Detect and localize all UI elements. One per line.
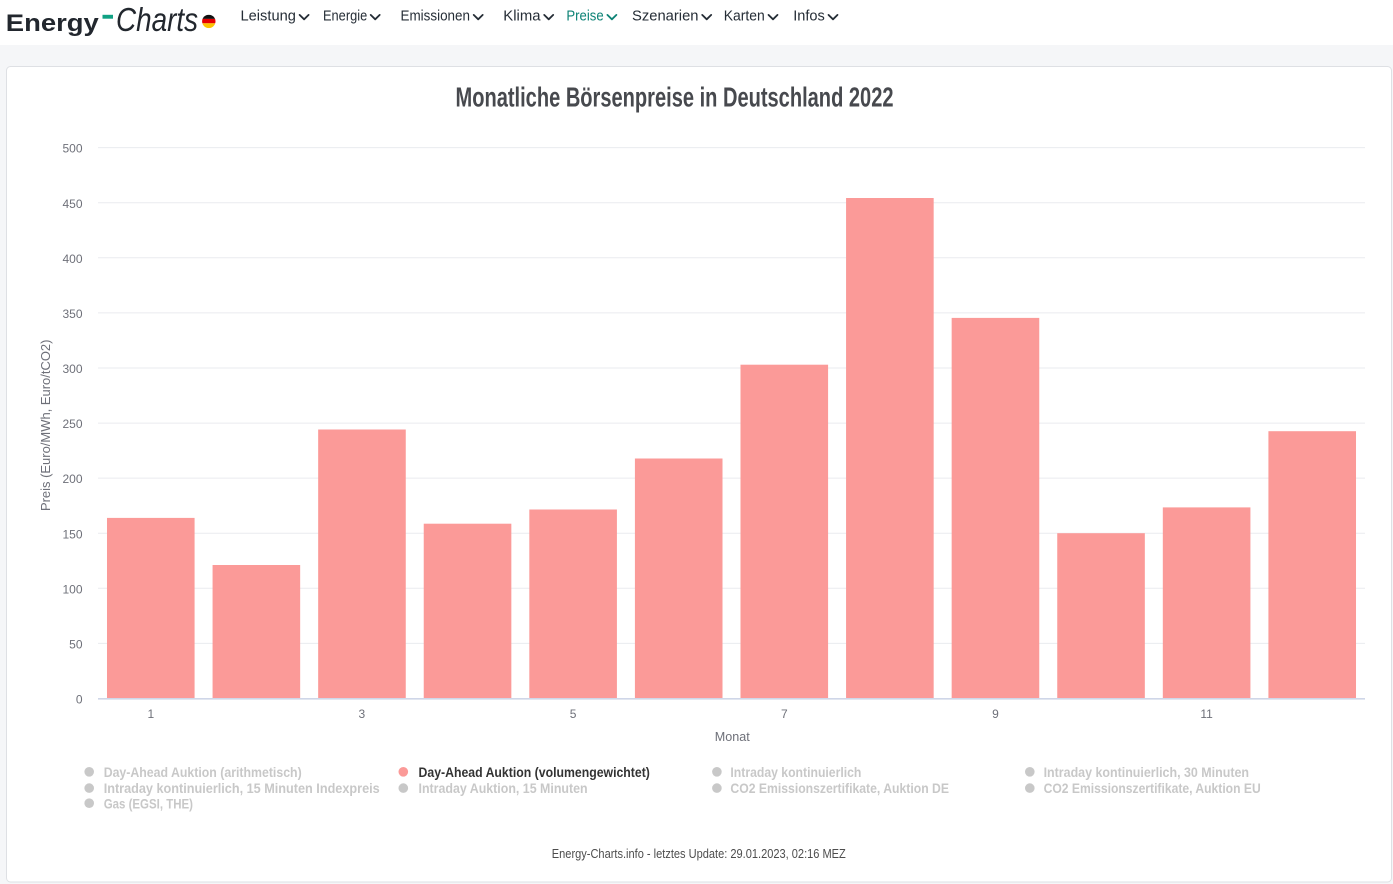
- svg-text:Preis (Euro/MWh, Euro/tCO2): Preis (Euro/MWh, Euro/tCO2): [39, 340, 53, 512]
- svg-text:Day-Ahead Auktion (volumengewi: Day-Ahead Auktion (volumengewichtet): [419, 764, 650, 780]
- svg-text:500: 500: [62, 142, 82, 156]
- svg-text:0: 0: [76, 693, 83, 707]
- svg-text:CO2 Emissionszertifikate, Aukt: CO2 Emissionszertifikate, Auktion DE: [730, 780, 949, 796]
- svg-text:300: 300: [62, 362, 82, 376]
- svg-text:Klima: Klima: [503, 8, 541, 25]
- svg-text:Emissionen: Emissionen: [401, 8, 471, 25]
- svg-text:Energy: Energy: [6, 10, 100, 37]
- svg-text:450: 450: [62, 197, 82, 211]
- svg-text:Gas (EGSI, THE): Gas (EGSI, THE): [104, 795, 193, 811]
- svg-text:Leistung: Leistung: [241, 8, 296, 25]
- svg-text:Intraday kontinuierlich, 30 Mi: Intraday kontinuierlich, 30 Minuten: [1044, 764, 1249, 780]
- svg-text:Monat: Monat: [715, 729, 750, 744]
- svg-text:Intraday Auktion, 15 Minuten: Intraday Auktion, 15 Minuten: [419, 780, 588, 796]
- svg-text:11: 11: [1200, 707, 1213, 721]
- svg-text:3: 3: [359, 707, 366, 721]
- svg-text:Intraday kontinuierlich, 15 Mi: Intraday kontinuierlich, 15 Minuten Inde…: [104, 780, 380, 796]
- svg-text:7: 7: [781, 707, 788, 721]
- svg-text:Preise: Preise: [566, 8, 603, 25]
- svg-text:5: 5: [570, 707, 577, 721]
- svg-text:250: 250: [62, 417, 82, 431]
- svg-text:50: 50: [69, 637, 83, 651]
- svg-text:Energy-Charts.info - letztes U: Energy-Charts.info - letztes Update: 29.…: [552, 846, 846, 861]
- svg-text:400: 400: [62, 252, 82, 266]
- svg-text:Infos: Infos: [793, 8, 825, 25]
- svg-text:150: 150: [62, 527, 82, 541]
- svg-text:Intraday kontinuierlich: Intraday kontinuierlich: [730, 764, 861, 780]
- svg-text:CO2 Emissionszertifikate, Aukt: CO2 Emissionszertifikate, Auktion EU: [1044, 780, 1261, 796]
- svg-text:1: 1: [147, 707, 154, 721]
- svg-text:350: 350: [62, 307, 82, 321]
- svg-text:Charts: Charts: [116, 1, 198, 38]
- svg-text:100: 100: [62, 582, 82, 596]
- svg-text:9: 9: [992, 707, 999, 721]
- svg-text:Monatliche Börsenpreise in Deu: Monatliche Börsenpreise in Deutschland 2…: [456, 81, 894, 112]
- svg-text:Szenarien: Szenarien: [632, 8, 699, 25]
- svg-text:Karten: Karten: [724, 8, 765, 25]
- svg-text:200: 200: [62, 472, 82, 486]
- svg-text:Energie: Energie: [323, 8, 367, 25]
- svg-text:Day-Ahead Auktion (arithmetisc: Day-Ahead Auktion (arithmetisch): [104, 764, 302, 780]
